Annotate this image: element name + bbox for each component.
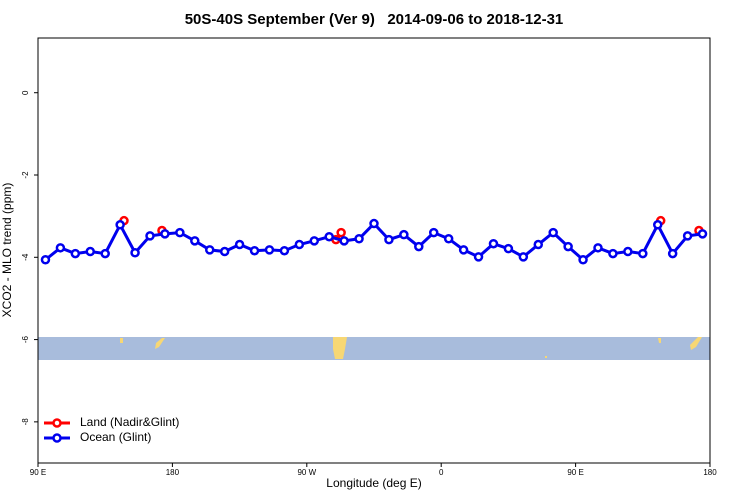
point — [563, 241, 573, 252]
point — [384, 234, 394, 245]
point — [130, 248, 140, 258]
point — [309, 236, 320, 246]
point — [85, 246, 96, 257]
point — [608, 248, 618, 259]
point — [354, 234, 364, 244]
point — [115, 220, 125, 230]
y-tick-label: 0 — [21, 90, 30, 95]
point — [100, 248, 110, 259]
x-tick-label: 90 E — [30, 468, 46, 477]
y-tick-label: -2 — [21, 171, 30, 179]
legend-marker — [52, 418, 62, 428]
point — [414, 241, 424, 252]
point — [473, 252, 484, 262]
point — [638, 248, 648, 259]
series-line — [44, 221, 703, 262]
x-tick-label: 180 — [166, 468, 180, 477]
point — [548, 227, 558, 238]
point — [667, 248, 678, 259]
point — [324, 231, 334, 242]
point — [294, 239, 305, 250]
point — [264, 245, 275, 255]
point — [219, 246, 230, 257]
point — [593, 243, 603, 253]
point — [488, 238, 499, 249]
point — [234, 239, 245, 250]
map-strip — [38, 337, 710, 360]
point — [697, 229, 708, 239]
legend-marker — [52, 433, 62, 443]
point — [399, 229, 409, 240]
point — [458, 245, 469, 255]
point — [70, 248, 81, 259]
point — [682, 231, 693, 241]
point — [160, 229, 170, 239]
point — [503, 243, 514, 254]
y-tick-label: -4 — [21, 253, 30, 261]
point — [190, 236, 200, 246]
point — [204, 245, 215, 255]
point — [175, 227, 185, 238]
y-tick-label: -6 — [21, 335, 30, 343]
plot-frame — [37, 37, 711, 464]
point — [40, 255, 51, 265]
legend-label: Ocean (Glint) — [80, 430, 151, 444]
point — [428, 227, 439, 238]
y-tick-label: -8 — [21, 418, 30, 426]
point — [279, 245, 290, 256]
x-tick-label: 180 — [703, 468, 717, 477]
point — [339, 236, 349, 246]
point — [336, 227, 346, 238]
point — [443, 234, 454, 244]
point — [369, 218, 379, 229]
point — [249, 245, 260, 256]
point — [578, 255, 588, 265]
x-tick-label: 90 E — [567, 468, 583, 477]
chart-title: 50S-40S September (Ver 9) 2014-09-06 to … — [185, 11, 564, 28]
legend-label: Land (Nadir&Glint) — [80, 415, 179, 429]
point — [518, 252, 529, 262]
x-tick-label: 90 W — [297, 468, 316, 477]
x-tick-label: 0 — [439, 468, 444, 477]
point — [55, 243, 66, 253]
point — [652, 220, 663, 230]
point — [145, 231, 155, 241]
y-axis-label: XCO2 - MLO trend (ppm) — [0, 183, 14, 318]
point — [623, 246, 633, 257]
point — [533, 239, 544, 250]
x-axis-label: Longitude (deg E) — [326, 476, 421, 490]
